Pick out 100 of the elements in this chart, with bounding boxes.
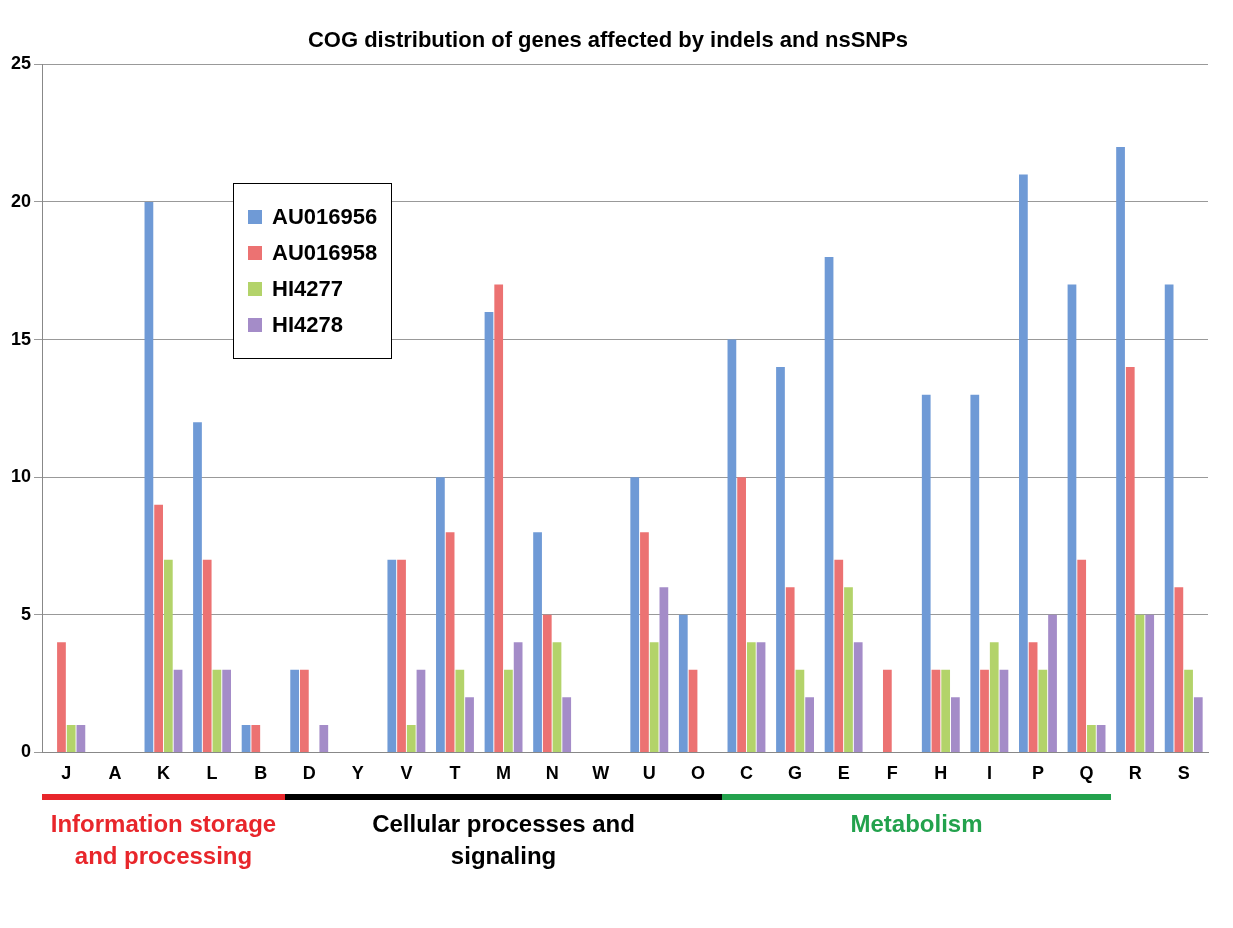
bar <box>1174 587 1184 752</box>
bar <box>416 669 426 752</box>
text: Metabolism <box>849 809 984 839</box>
bar <box>163 559 173 752</box>
bar <box>494 284 504 752</box>
bar <box>1019 174 1028 752</box>
bar <box>1067 284 1077 752</box>
x-tick-label: N <box>545 763 559 784</box>
bar <box>970 394 980 752</box>
x-tick-label: R <box>1128 763 1142 784</box>
bar <box>212 669 222 752</box>
x-tick-label: E <box>837 763 850 784</box>
bar <box>251 724 261 752</box>
x-tick-label: K <box>156 763 170 784</box>
y-tick-label: 10 <box>10 466 32 487</box>
x-tick-label: I <box>986 763 992 784</box>
y-tick-label: 20 <box>10 190 32 211</box>
x-tick-label: M <box>496 763 512 784</box>
bar <box>1048 614 1057 752</box>
bar <box>202 559 212 752</box>
bar <box>688 669 698 752</box>
bar <box>640 532 649 752</box>
y-tick-label: 5 <box>21 603 32 624</box>
bar <box>824 257 834 752</box>
bar <box>319 724 329 752</box>
bar <box>406 724 416 752</box>
bar <box>746 642 756 752</box>
bar <box>504 669 513 752</box>
bar <box>193 422 202 752</box>
x-tick-label: L <box>206 763 218 784</box>
bar <box>630 477 640 752</box>
chart-title: COG distribution of genes affected by indels and nsSNPs <box>307 27 909 53</box>
x-tick-label: U <box>642 763 656 784</box>
bar <box>542 614 552 752</box>
bar <box>290 669 300 752</box>
bar <box>173 669 183 752</box>
bar <box>387 559 397 752</box>
x-tick-label: W <box>592 763 610 784</box>
bar <box>455 669 465 752</box>
bar <box>533 532 542 752</box>
x-tick-label: V <box>400 763 413 784</box>
x-tick-label: A <box>108 763 122 784</box>
legend-label: AU016956 <box>272 204 378 230</box>
bar <box>1038 669 1048 752</box>
x-tick-label: Q <box>1079 763 1094 784</box>
bar <box>941 669 951 752</box>
bar <box>727 339 737 752</box>
bar <box>299 669 309 752</box>
y-tick-label: 0 <box>21 741 32 762</box>
bar <box>1096 724 1106 752</box>
x-tick-label: B <box>254 763 268 784</box>
x-tick-label: S <box>1177 763 1190 784</box>
bar <box>562 697 572 752</box>
bar <box>844 587 853 752</box>
bar <box>776 367 785 752</box>
bar <box>154 504 163 752</box>
bar <box>1193 697 1203 752</box>
bar <box>1164 284 1174 752</box>
bar <box>397 559 406 752</box>
bar <box>678 614 688 752</box>
bar <box>241 724 251 752</box>
x-tick-label: F <box>886 763 898 784</box>
x-tick-label: Y <box>351 763 364 784</box>
bar <box>1116 146 1125 752</box>
bar <box>951 697 960 752</box>
x-tick-label: D <box>302 763 316 784</box>
x-tick-label: P <box>1031 763 1044 784</box>
bar <box>1184 669 1193 752</box>
bar <box>999 669 1009 752</box>
bar <box>1028 642 1038 752</box>
bar <box>853 642 863 752</box>
bar <box>436 477 445 752</box>
bar <box>66 724 76 752</box>
bar <box>465 697 474 752</box>
bar <box>1087 724 1096 752</box>
x-tick-label: O <box>690 763 705 784</box>
bar <box>834 559 844 752</box>
x-tick-label: C <box>739 763 753 784</box>
x-tick-label: J <box>61 763 72 784</box>
bar <box>1145 614 1155 752</box>
y-tick-label: 15 <box>10 328 32 349</box>
bar <box>980 669 989 752</box>
bar <box>1135 614 1145 752</box>
bar <box>659 587 669 752</box>
bar <box>76 724 86 752</box>
y-tick-label: 25 <box>10 53 32 74</box>
bar <box>222 669 232 752</box>
bar <box>649 642 659 752</box>
bar <box>552 642 562 752</box>
x-tick-label: G <box>788 763 803 784</box>
bar <box>989 642 999 752</box>
bar <box>795 669 805 752</box>
bar <box>1077 559 1087 752</box>
text: Information storage and processing <box>49 809 278 871</box>
legend-label: HI4278 <box>272 312 343 338</box>
legend-label: AU016958 <box>272 240 378 266</box>
bar <box>921 394 931 752</box>
bar <box>57 642 66 752</box>
bar <box>737 477 746 752</box>
bar <box>445 532 455 752</box>
